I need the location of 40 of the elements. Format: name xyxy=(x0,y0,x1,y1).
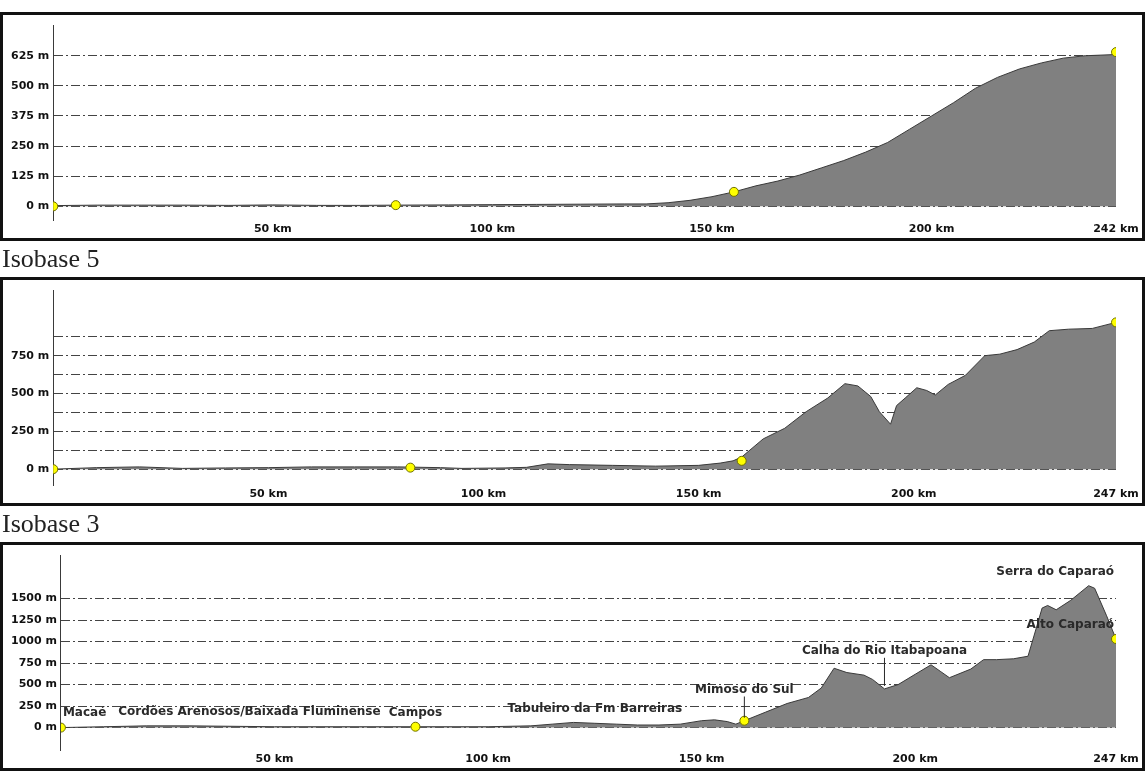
x-tick-label: 247 km xyxy=(1093,487,1139,501)
y-tick-label: 500 m xyxy=(18,677,57,691)
y-tick-label: 1250 m xyxy=(10,612,57,626)
y-tick-label: 500 m xyxy=(10,78,50,92)
x-tick-label: 100 km xyxy=(460,487,507,501)
y-tick-label: 500 m xyxy=(10,386,50,400)
x-tick-label: 247 km xyxy=(1093,752,1139,766)
x-tick-label: 100 km xyxy=(465,752,511,766)
x-tick-label: 150 km xyxy=(675,487,722,501)
x-tick-label: 200 km xyxy=(892,752,939,766)
y-tick-label: 0 m xyxy=(26,199,50,213)
x-tick-label: 50 km xyxy=(255,752,294,766)
y-tick-label: 1500 m xyxy=(10,591,57,605)
x-tick-label: 50 km xyxy=(249,487,288,501)
annotation: Macaé xyxy=(62,704,107,719)
x-tick-label: 242 km xyxy=(1093,222,1139,236)
x-tick-label: 50 km xyxy=(253,222,292,236)
y-tick-label: 0 m xyxy=(26,462,50,476)
y-tick-label: 625 m xyxy=(10,48,50,62)
x-tick-label: 100 km xyxy=(469,222,516,236)
x-tick-label: 200 km xyxy=(908,222,955,236)
y-tick-label: 250 m xyxy=(10,424,50,438)
x-tick-label: 150 km xyxy=(678,752,725,766)
annotation: Serra do Caparaó xyxy=(996,563,1115,578)
chart-title: Isobase 3 xyxy=(1,508,101,540)
y-tick-label: 375 m xyxy=(10,108,50,122)
y-tick-label: 250 m xyxy=(18,698,57,712)
chart-title: Isobase 5 xyxy=(1,243,101,275)
y-tick-label: 125 m xyxy=(10,169,50,183)
y-tick-label: 750 m xyxy=(18,655,57,669)
y-tick-label: 250 m xyxy=(10,138,50,152)
y-tick-label: 0 m xyxy=(33,720,57,734)
y-tick-label: 1000 m xyxy=(10,634,57,648)
annotation: Calha do Rio Itabapoana xyxy=(801,642,968,657)
annotation: Campos xyxy=(388,704,443,719)
y-tick-label: 750 m xyxy=(10,348,50,362)
x-tick-label: 200 km xyxy=(890,487,937,501)
x-tick-label: 150 km xyxy=(689,222,735,236)
annotation: Mimoso do Sul xyxy=(695,681,794,696)
annotation: Cordões Arenosos/Baixada Fluminense xyxy=(118,703,381,718)
